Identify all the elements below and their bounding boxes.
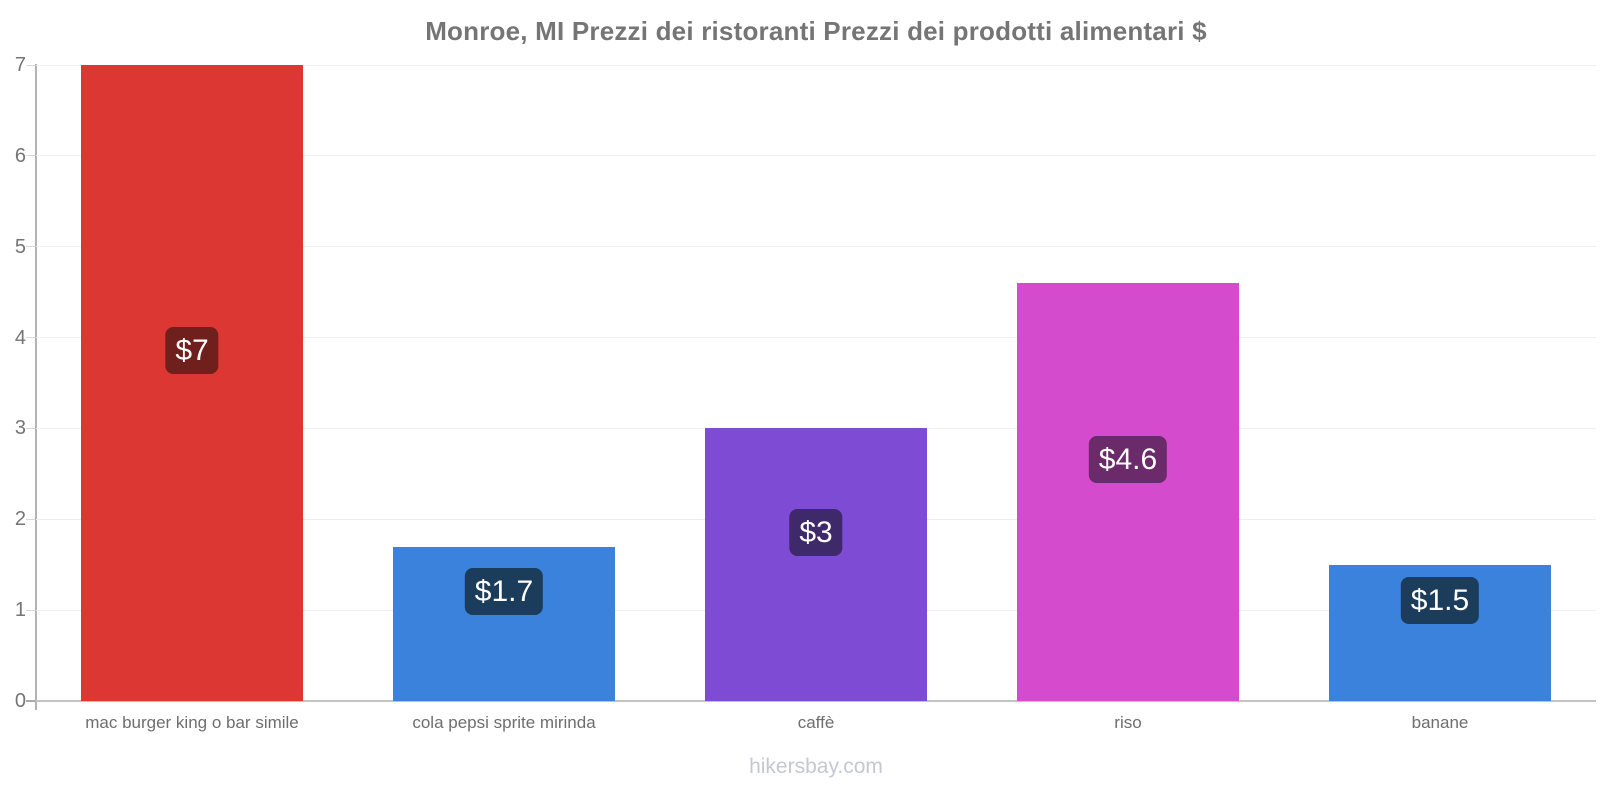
y-tick-label: 4 [14,326,26,349]
gridline [36,337,1596,339]
bar-4: $4.6 [1017,283,1239,701]
gridline [36,246,1596,248]
bar-value-badge: $1.5 [1400,576,1480,624]
y-axis-tick [26,609,35,611]
x-tick-label: cola pepsi sprite mirinda [412,713,596,732]
bar-1: $7 [81,65,303,701]
watermark-text: hikersbay.com [749,755,883,778]
x-tick-label: mac burger king o bar simile [85,713,299,732]
bar-3: $3 [705,428,927,701]
y-tick-label: 5 [14,235,26,258]
x-tick-label: banane [1411,713,1469,732]
y-axis-line [35,64,37,710]
bar-value-badge: $1.7 [464,567,544,615]
y-axis-tick [26,64,35,66]
y-tick-label: 3 [14,417,26,440]
y-axis-tick [26,427,35,429]
bar-value-badge: $7 [165,327,219,374]
x-axis-baseline [36,700,1596,702]
x-tick-label: caffè [797,713,835,732]
bar-5: $1.5 [1329,564,1551,701]
bar-value-badge: $3 [789,508,843,556]
y-axis-tick [26,518,35,520]
y-tick-label: 1 [14,599,26,622]
y-axis-tick [26,155,35,157]
y-axis-tick [26,337,35,339]
x-tick-label: riso [1114,713,1142,732]
y-tick-label: 7 [14,54,26,76]
gridline [36,64,1596,66]
y-axis-tick [26,246,35,248]
y-axis-tick [26,700,35,702]
y-tick-label: 2 [14,508,26,531]
gridline [36,155,1596,157]
y-tick-label: 0 [14,690,26,712]
bar-value-badge: $4.6 [1088,436,1168,484]
bar-2: $1.7 [393,546,615,701]
y-tick-label: 6 [14,144,26,167]
chart-title: Monroe, MI Prezzi dei ristoranti Prezzi … [425,16,1207,46]
